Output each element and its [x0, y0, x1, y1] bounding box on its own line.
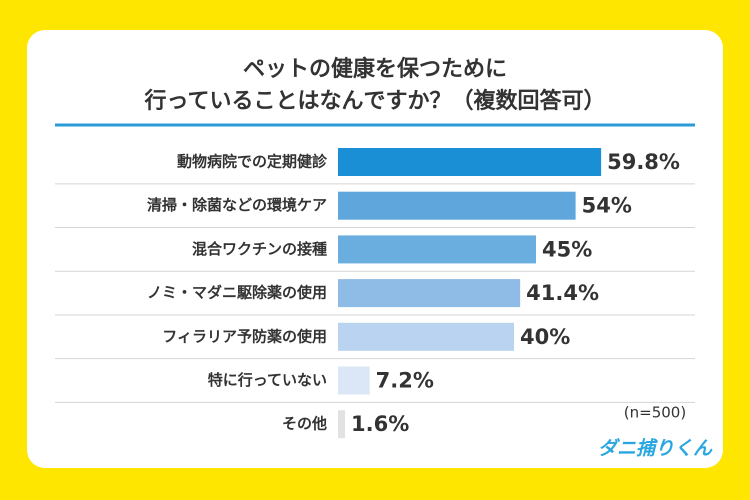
- value-label: 7.2%: [376, 369, 434, 393]
- brand-logo: ダニ捕りくん: [598, 438, 713, 460]
- value-label: 1.6%: [351, 412, 409, 436]
- bar: [338, 235, 536, 264]
- category-label: 混合ワクチンの接種: [192, 240, 327, 258]
- bar: [338, 191, 576, 220]
- category-label: その他: [282, 415, 327, 433]
- category-label: ノミ・マダニ駆除薬の使用: [147, 284, 327, 302]
- bar: [338, 279, 521, 308]
- value-label: 59.8%: [607, 150, 680, 174]
- value-label: 40%: [520, 325, 570, 349]
- bar: [338, 410, 346, 439]
- sample-note: (n=500): [624, 404, 686, 422]
- chart-title: ペットの健康を保つために: [243, 56, 507, 82]
- category-label: 清掃・除菌などの環境ケア: [147, 196, 327, 214]
- chart-title: 行っていることはなんですか？（複数回答可）: [144, 88, 606, 114]
- value-label: 45%: [542, 237, 592, 261]
- category-label: 特に行っていない: [208, 371, 327, 389]
- bar: [338, 322, 514, 351]
- bar: [338, 148, 602, 176]
- bar: [338, 366, 370, 395]
- category-label: フィラリア予防薬の使用: [162, 327, 327, 345]
- value-label: 54%: [582, 194, 632, 218]
- category-label: 動物病院での定期健診: [177, 153, 328, 171]
- value-label: 41.4%: [526, 281, 599, 305]
